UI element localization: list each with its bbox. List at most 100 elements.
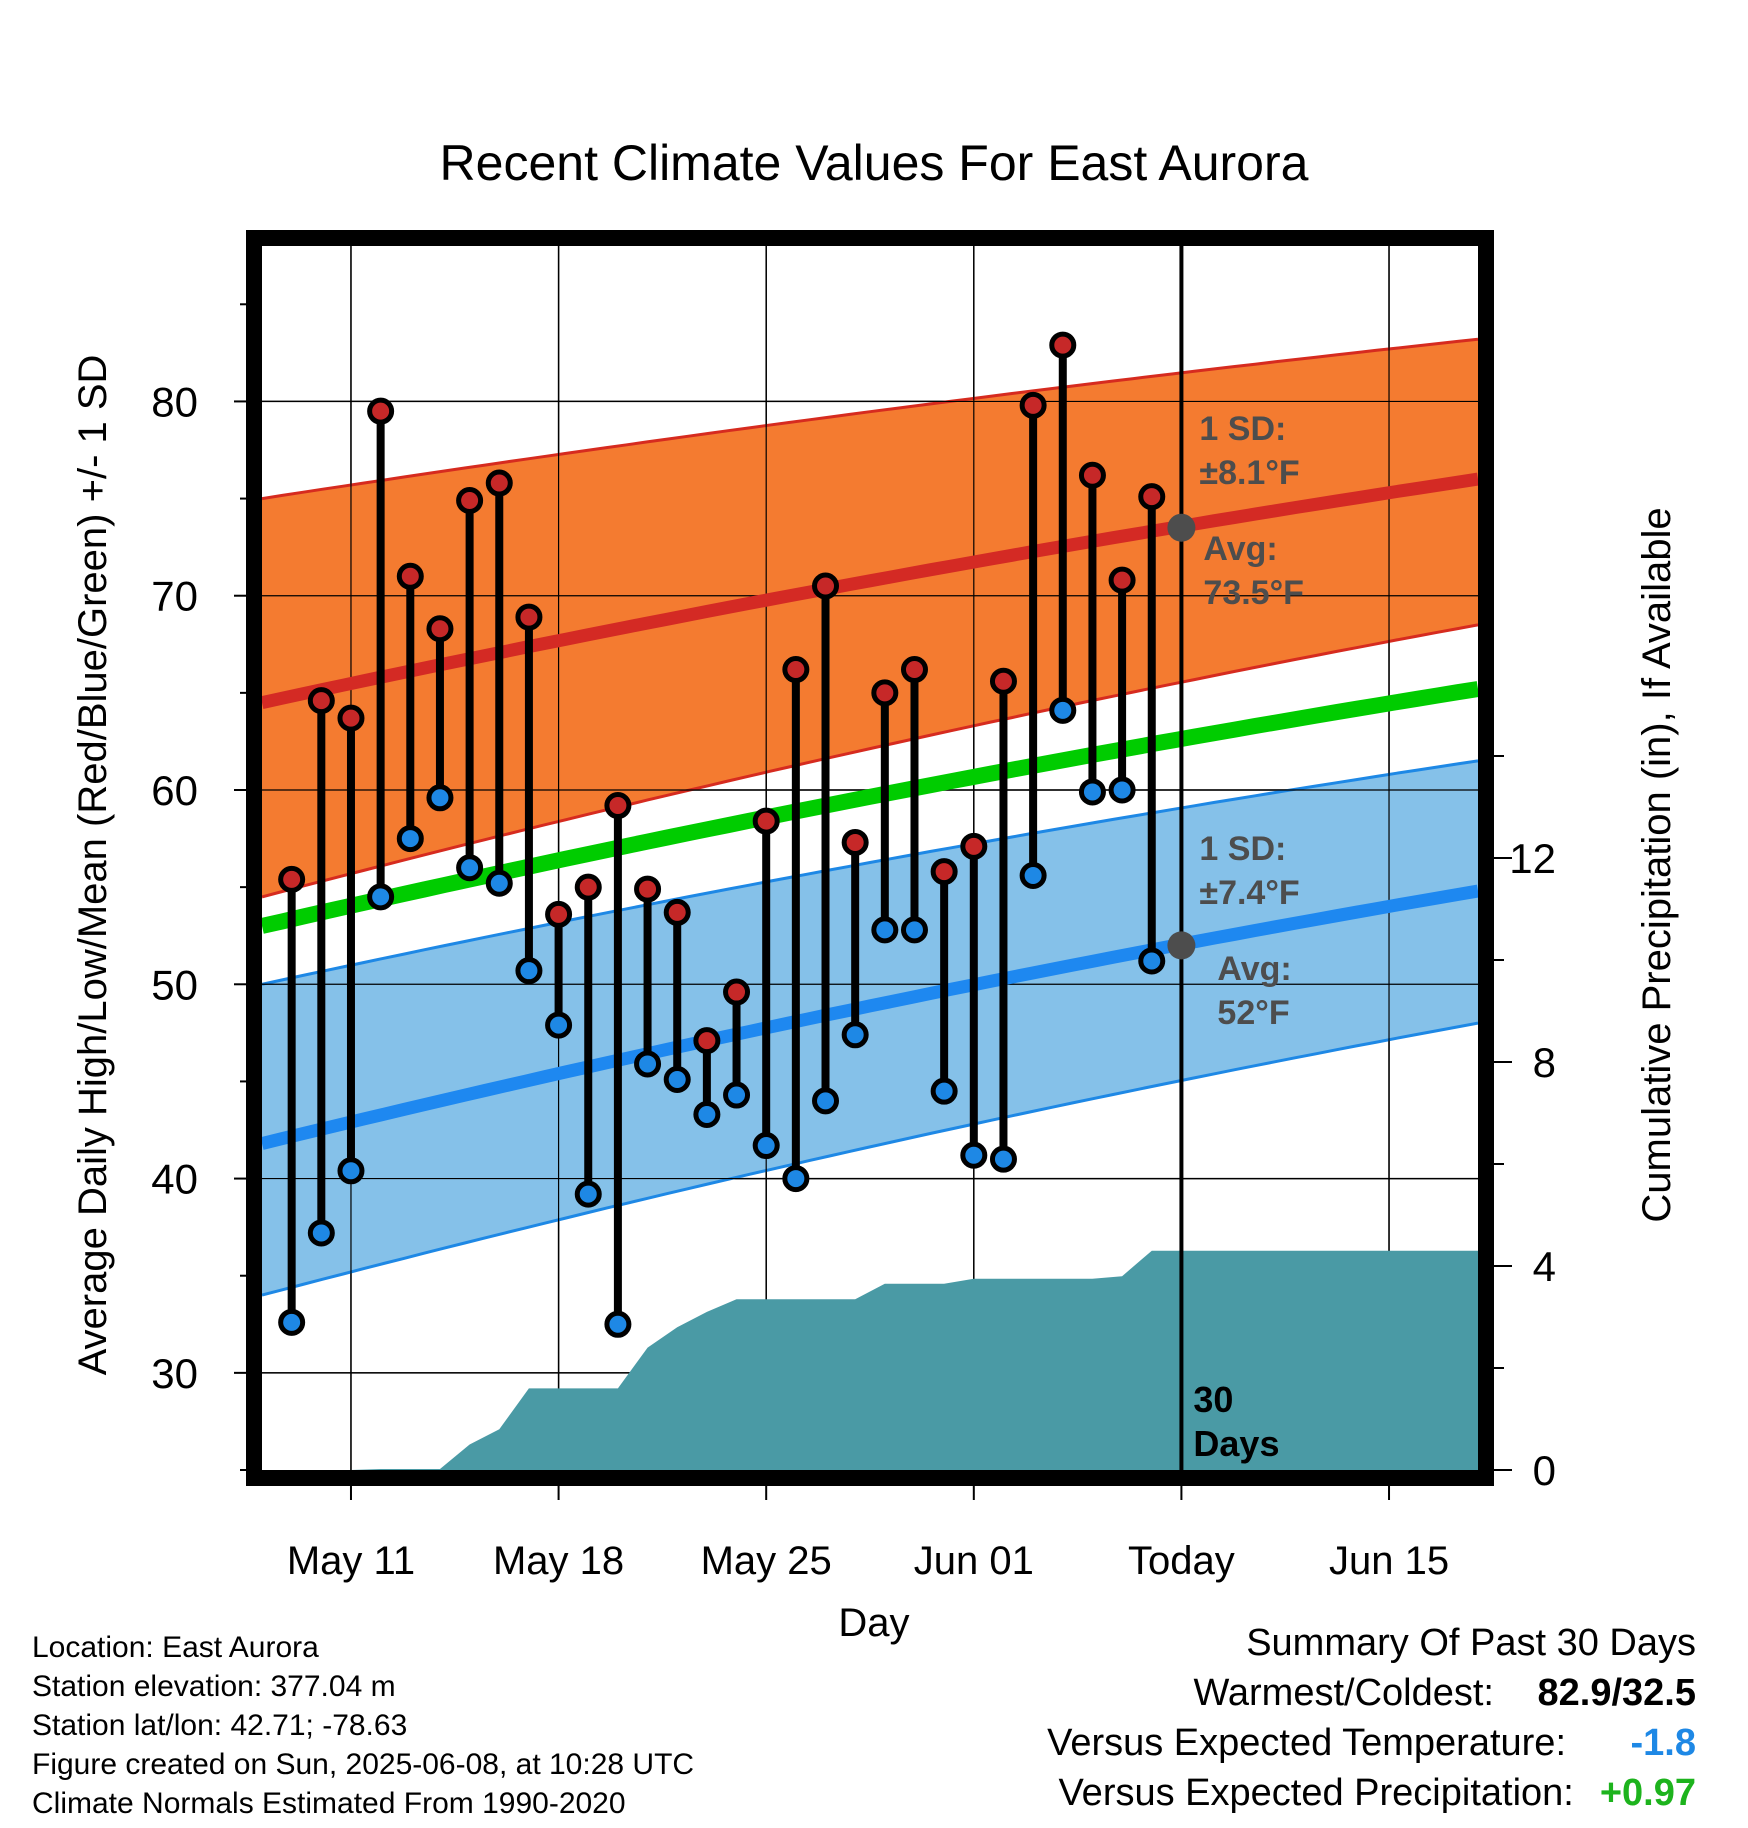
low-sd-band-upper-edge <box>262 759 1478 986</box>
low-average-today-dot <box>1167 931 1196 960</box>
daily-high-point <box>900 656 928 684</box>
daily-high-point <box>456 487 484 515</box>
x-tick-label: May 11 <box>287 1539 415 1583</box>
high-sd-band <box>262 339 1478 897</box>
y-tick-label: 60 <box>151 767 198 814</box>
daily-high-point <box>515 603 543 631</box>
daily-low-point <box>989 1145 1017 1173</box>
daily-high-point <box>1049 331 1077 359</box>
y2-axis-label: Cumulative Precipitation (in), If Availa… <box>1635 507 1679 1222</box>
temp-anomaly-row: Versus Expected Temperature: -1.8 <box>1047 1718 1696 1768</box>
precip-anomaly-row: Versus Expected Precipitation: +0.97 <box>1047 1768 1696 1818</box>
daily-high-point <box>1138 483 1166 511</box>
chart-title: Recent Climate Values For East Aurora <box>440 135 1309 191</box>
daily-low-point <box>693 1100 721 1128</box>
period-label-line: 30 <box>1193 1379 1233 1420</box>
daily-low-point <box>278 1308 306 1336</box>
daily-low-point <box>1019 861 1047 889</box>
plot-content <box>262 246 1478 1470</box>
high-avg-label: Avg: <box>1203 530 1277 568</box>
x-tick-label: May 25 <box>701 1539 832 1583</box>
y-tick-label: 40 <box>151 1156 198 1203</box>
y-axis-label: Average Daily High/Low/Mean (Red/Blue/Gr… <box>71 355 115 1376</box>
daily-high-point <box>1019 391 1047 419</box>
daily-low-point <box>1138 947 1166 975</box>
precip-anomaly-label: Versus Expected Precipitation: <box>1058 1772 1574 1814</box>
daily-low-point <box>930 1077 958 1105</box>
daily-low-point <box>396 825 424 853</box>
daily-high-point <box>574 873 602 901</box>
daily-high-point <box>337 704 365 732</box>
created-text: Figure created on Sun, 2025-06-08, at 10… <box>32 1748 695 1781</box>
daily-low-point <box>871 916 899 944</box>
daily-low-point <box>900 916 928 944</box>
daily-high-point <box>663 898 691 926</box>
daily-low-point <box>1078 778 1106 806</box>
temp-anomaly-label: Versus Expected Temperature: <box>1047 1722 1566 1764</box>
x-tick-label: Today <box>1128 1539 1235 1583</box>
daily-low-point <box>634 1050 662 1078</box>
daily-high-point <box>812 572 840 600</box>
y2-tick-label: 12 <box>1509 835 1556 882</box>
plot-frame <box>246 230 1494 1486</box>
daily-low-point <box>604 1310 632 1338</box>
daily-high-point <box>426 615 454 643</box>
daily-low-point <box>1049 696 1077 724</box>
daily-high-point <box>634 875 662 903</box>
warmest-coldest-label: Warmest/Coldest: <box>1193 1672 1494 1714</box>
low-avg-value: 52°F <box>1217 994 1289 1032</box>
daily-high-point <box>989 667 1017 695</box>
daily-high-point <box>930 858 958 886</box>
normals-text: Climate Normals Estimated From 1990-2020 <box>32 1787 626 1820</box>
y2-tick-label: 4 <box>1533 1243 1556 1290</box>
high-avg-value: 73.5°F <box>1203 574 1304 612</box>
daily-low-point <box>426 784 454 812</box>
daily-low-point <box>960 1141 988 1169</box>
temp-anomaly-value: -1.8 <box>1630 1722 1696 1764</box>
high-average-today-dot <box>1167 513 1196 542</box>
daily-low-point <box>515 957 543 985</box>
daily-high-point <box>782 656 810 684</box>
daily-high-point <box>396 562 424 590</box>
daily-low-point <box>574 1180 602 1208</box>
daily-low-point <box>782 1165 810 1193</box>
daily-low-point <box>752 1132 780 1160</box>
daily-high-point <box>752 807 780 835</box>
latlon-text: Station lat/lon: 42.71; -78.63 <box>32 1709 408 1742</box>
daily-high-point <box>278 865 306 893</box>
daily-high-point <box>545 900 573 928</box>
location-text: Location: East Aurora <box>32 1631 319 1664</box>
daily-high-point <box>604 792 632 820</box>
daily-low-point <box>663 1065 691 1093</box>
daily-low-point <box>337 1157 365 1185</box>
low-sd-band-lower-edge <box>262 1021 1478 1297</box>
summary-panel: Summary Of Past 30 Days Warmest/Coldest:… <box>1047 1618 1696 1818</box>
high-sd-band-lower-edge <box>262 623 1478 899</box>
x-tick-label: Jun 01 <box>914 1539 1034 1583</box>
x-axis-label: Day <box>838 1601 909 1645</box>
daily-low-point <box>545 1011 573 1039</box>
precip-anomaly-value: +0.97 <box>1599 1772 1696 1814</box>
period-label: 30 Days <box>1193 1379 1279 1464</box>
high-average-line <box>262 472 1478 709</box>
plot-area: 1 SD: ±8.1°F Avg: 73.5°F 1 SD: ±7.4°F Avg: 52°F… <box>262 246 1478 1470</box>
low-avg-label: Avg: <box>1217 950 1291 988</box>
y-tick-label: 30 <box>151 1350 198 1397</box>
mean-average-line <box>262 681 1478 934</box>
daily-high-point <box>367 397 395 425</box>
daily-high-point <box>1108 566 1136 594</box>
station-info: Location: East Aurora Station elevation:… <box>32 1628 694 1823</box>
warmest-coldest-value: 82.9/32.5 <box>1537 1672 1696 1714</box>
low-sd-band <box>262 760 1478 1296</box>
x-tick-label: May 18 <box>493 1539 624 1583</box>
y-tick-label: 80 <box>151 378 198 425</box>
daily-low-point <box>456 854 484 882</box>
daily-low-point <box>812 1087 840 1115</box>
daily-high-point <box>307 687 335 715</box>
daily-low-point <box>485 869 513 897</box>
daily-low-point <box>841 1021 869 1049</box>
warmest-coldest-row: Warmest/Coldest: 82.9/32.5 <box>1047 1668 1696 1718</box>
daily-high-point <box>693 1027 721 1055</box>
elevation-text: Station elevation: 377.04 m <box>32 1670 396 1703</box>
